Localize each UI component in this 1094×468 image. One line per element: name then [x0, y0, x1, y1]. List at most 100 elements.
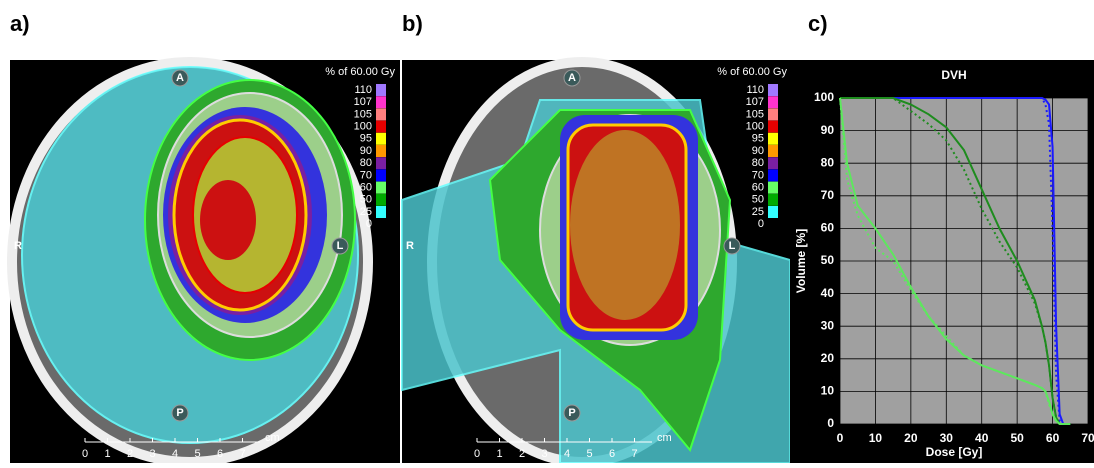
legend-swatch — [768, 133, 778, 145]
x-tick-label: 20 — [904, 431, 918, 445]
legend-swatch — [376, 182, 386, 194]
legend-label: 50 — [360, 194, 372, 206]
orientation-label: L — [729, 240, 736, 252]
legend-swatch — [376, 194, 386, 206]
legend-label: 110 — [354, 84, 372, 96]
orientation-label: A — [176, 72, 184, 84]
legend-swatch — [376, 96, 386, 108]
legend-swatch — [376, 206, 386, 218]
scale-tick-label: 0 — [474, 448, 480, 460]
legend-label: 80 — [752, 157, 764, 169]
legend-label: 25 — [752, 206, 764, 218]
legend-label: 60 — [360, 182, 372, 194]
legend-swatch — [376, 169, 386, 181]
y-tick-label: 20 — [821, 351, 835, 365]
figure: a) b) c) % of 60.00 Gy110107105100959080… — [0, 0, 1094, 463]
legend-label: 107 — [746, 96, 764, 108]
legend-label: 60 — [752, 182, 764, 194]
legend-swatch — [376, 145, 386, 157]
x-tick-label: 50 — [1010, 431, 1024, 445]
legend-swatch — [768, 145, 778, 157]
scale-unit: cm — [265, 432, 280, 444]
y-tick-label: 40 — [821, 286, 835, 300]
scale-unit: cm — [657, 432, 672, 444]
panel-b-image — [402, 60, 790, 463]
x-tick-label: 70 — [1081, 431, 1094, 445]
panel-label: a) — [10, 11, 30, 36]
scale-tick-label: 6 — [217, 448, 223, 460]
y-tick-label: 90 — [821, 123, 835, 137]
scale-tick-label: 5 — [586, 448, 592, 460]
legend-swatch — [376, 121, 386, 133]
legend-swatch — [768, 96, 778, 108]
legend-swatch — [376, 84, 386, 96]
legend-swatch — [768, 108, 778, 120]
x-tick-label: 10 — [869, 431, 883, 445]
legend-swatch — [768, 182, 778, 194]
scale-tick-label: 3 — [149, 448, 155, 460]
legend-label: 90 — [360, 145, 372, 157]
x-tick-label: 60 — [1046, 431, 1060, 445]
legend-title: % of 60.00 Gy — [325, 66, 395, 78]
legend-swatch — [768, 194, 778, 206]
scale-tick-label: 6 — [609, 448, 615, 460]
orientation-label: L — [337, 240, 344, 252]
panel-label: c) — [808, 11, 828, 36]
x-tick-label: 30 — [940, 431, 954, 445]
legend-label: 0 — [366, 218, 372, 230]
legend-label: 105 — [746, 108, 764, 120]
legend-label: 107 — [354, 96, 372, 108]
panel-label: b) — [402, 11, 423, 36]
legend-label: 100 — [746, 121, 764, 133]
legend-swatch — [768, 169, 778, 181]
scale-tick-label: 7 — [631, 448, 637, 460]
y-tick-label: 0 — [827, 416, 834, 430]
x-tick-label: 0 — [837, 431, 844, 445]
legend-swatch — [768, 206, 778, 218]
y-tick-label: 70 — [821, 188, 835, 202]
legend-swatch — [768, 157, 778, 169]
y-tick-label: 60 — [821, 221, 835, 235]
legend-label: 25 — [360, 206, 372, 218]
chart-title: DVH — [941, 68, 966, 82]
legend-label: 50 — [752, 194, 764, 206]
y-tick-label: 50 — [821, 253, 835, 267]
legend-label: 70 — [360, 169, 372, 181]
x-axis-label: Dose [Gy] — [926, 445, 983, 459]
legend-label: 110 — [746, 84, 764, 96]
legend-swatch — [376, 133, 386, 145]
legend-label: 90 — [752, 145, 764, 157]
scale-tick-label: 7 — [239, 448, 245, 460]
scale-tick-label: 5 — [194, 448, 200, 460]
orientation-label: A — [568, 72, 576, 84]
legend-swatch — [768, 121, 778, 133]
y-axis-label: Volume [%] — [794, 229, 808, 293]
scale-tick-label: 0 — [82, 448, 88, 460]
scale-tick-label: 3 — [541, 448, 547, 460]
orientation-label: P — [568, 407, 575, 419]
scale-tick-label: 1 — [496, 448, 502, 460]
legend-label: 70 — [752, 169, 764, 181]
legend-label: 95 — [360, 133, 372, 145]
legend-swatch — [376, 108, 386, 120]
y-tick-label: 10 — [821, 384, 835, 398]
legend-label: 95 — [752, 133, 764, 145]
legend-swatch — [768, 84, 778, 96]
legend-label: 105 — [354, 108, 372, 120]
panel-a-image — [10, 60, 400, 463]
legend-title: % of 60.00 Gy — [717, 66, 787, 78]
scale-tick-label: 1 — [104, 448, 110, 460]
legend-label: 100 — [354, 121, 372, 133]
scale-tick-label: 2 — [127, 448, 133, 460]
orientation-label: R — [14, 240, 22, 252]
y-tick-label: 30 — [821, 318, 835, 332]
orientation-label: R — [406, 240, 414, 252]
y-tick-label: 80 — [821, 155, 835, 169]
legend-label: 80 — [360, 157, 372, 169]
legend-swatch — [376, 157, 386, 169]
x-tick-label: 40 — [975, 431, 989, 445]
legend-label: 0 — [758, 218, 764, 230]
scale-tick-label: 4 — [564, 448, 570, 460]
orientation-label: P — [176, 407, 183, 419]
scale-tick-label: 2 — [519, 448, 525, 460]
